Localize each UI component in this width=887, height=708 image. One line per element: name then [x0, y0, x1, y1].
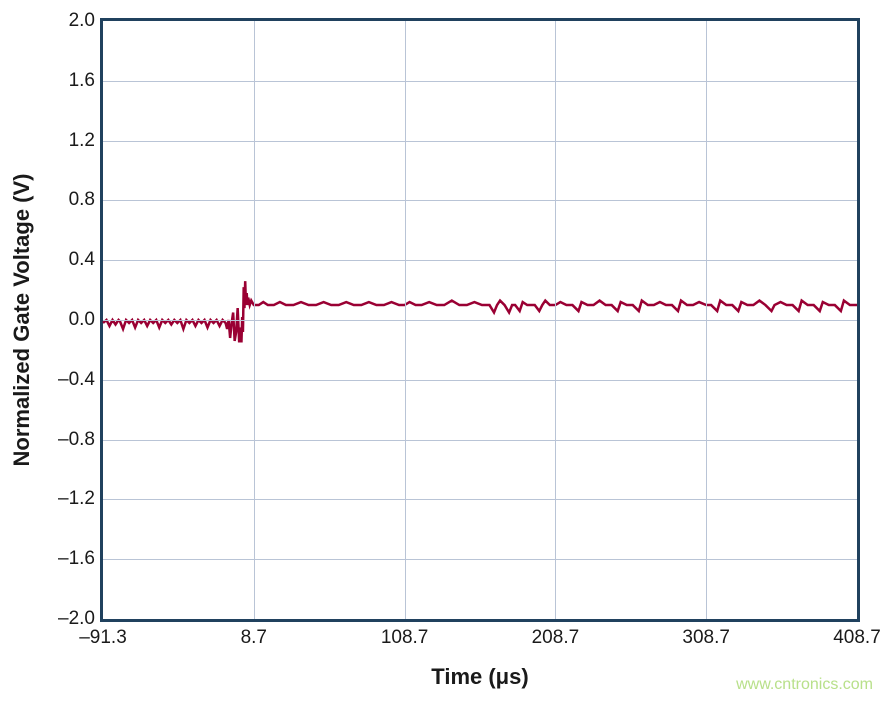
x-axis-label: Time (μs)	[431, 664, 528, 690]
y-tick-label: 1.6	[69, 70, 103, 92]
y-tick-label: 2.0	[69, 10, 103, 32]
y-tick-label: –0.8	[58, 429, 103, 451]
gridline-h	[103, 380, 857, 381]
y-tick-label: –2.0	[58, 608, 103, 630]
y-tick-label: 0.0	[69, 309, 103, 331]
gridline-h	[103, 440, 857, 441]
x-tick-label: 108.7	[381, 619, 429, 649]
y-tick-label: 0.4	[69, 249, 103, 271]
gridline-h	[103, 260, 857, 261]
y-axis-label: Normalized Gate Voltage (V)	[9, 174, 35, 467]
gridline-h	[103, 200, 857, 201]
gridline-h	[103, 81, 857, 82]
y-tick-label: 1.2	[69, 130, 103, 152]
y-tick-label: 0.8	[69, 189, 103, 211]
chart-container: –91.38.7108.7208.7308.7408.7–2.0–1.6–1.2…	[0, 0, 887, 708]
y-tick-label: –0.4	[58, 369, 103, 391]
plot-area: –91.38.7108.7208.7308.7408.7–2.0–1.6–1.2…	[100, 18, 860, 622]
x-tick-label: 8.7	[241, 619, 267, 649]
gridline-h	[103, 320, 857, 321]
gridline-h	[103, 559, 857, 560]
watermark-text: www.cntronics.com	[736, 676, 873, 694]
gridline-h	[103, 141, 857, 142]
y-tick-label: –1.6	[58, 548, 103, 570]
series-gate-voltage	[103, 281, 857, 342]
gridline-h	[103, 499, 857, 500]
x-tick-label: 308.7	[682, 619, 730, 649]
x-tick-label: 408.7	[833, 619, 881, 649]
y-tick-label: –1.2	[58, 488, 103, 510]
x-tick-label: 208.7	[532, 619, 580, 649]
